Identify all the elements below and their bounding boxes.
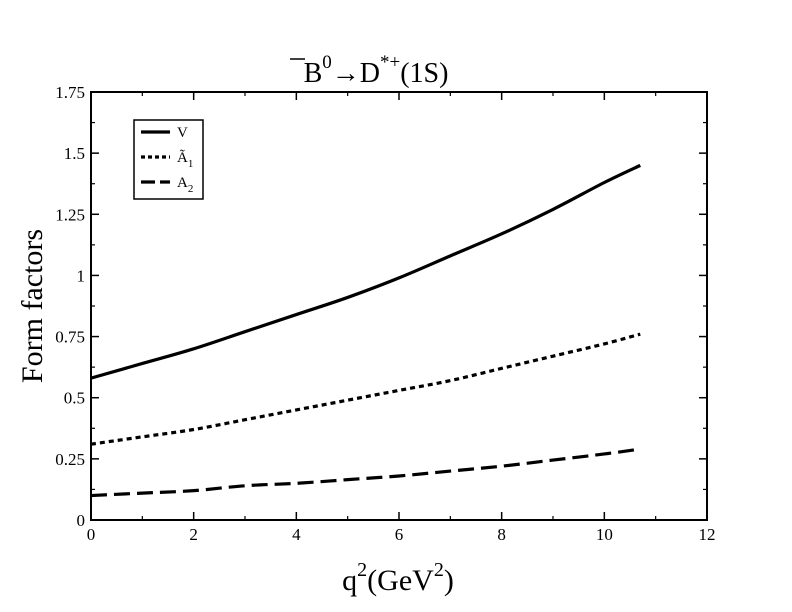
plot-frame [90,91,708,521]
y-tick-label: 1 [77,266,86,285]
x-tick-label: 4 [292,525,301,544]
title-particle-sup: 0 [322,52,332,73]
x-tick-label: 6 [395,525,404,544]
x-label-unit-close: ) [444,564,454,597]
x-label-q: q [342,564,357,597]
legend-label-sub: 2 [188,183,194,195]
x-label-unit-open: (GeV [367,564,434,597]
x-tick-label: 0 [87,525,96,544]
y-tick-label: 0.75 [55,328,85,347]
title-meson: D [360,58,380,89]
legend-label-0: V [177,125,188,141]
series-line-1 [90,332,641,446]
x-axis-label: q2(GeV2) [342,559,454,597]
x-tick-label: 8 [497,525,506,544]
legend-label-main: Ã [177,150,188,166]
y-tick-label: 1.25 [55,205,85,224]
y-tick-label: 0.5 [64,389,85,408]
x-label-q-sup: 2 [357,559,367,581]
x-tick-label: 2 [189,525,198,544]
chart-title: B0→D*+(1S) [304,52,449,89]
series-line-2 [90,447,641,498]
title-arrow: → [332,58,360,89]
legend-label-main: A [177,175,188,191]
title-meson-sup: *+ [380,52,400,73]
x-label-unit-sup: 2 [434,559,444,581]
y-axis-label: Form factors [16,229,49,383]
legend-label-1: Ã1 [177,150,193,170]
legend-label-2: A2 [177,175,193,195]
y-tick-label: 0 [77,511,86,530]
y-tick-label: 1.5 [64,144,85,163]
series-group [90,163,641,498]
x-tick-label: 10 [596,525,613,544]
series-line-0 [90,163,641,380]
y-tick-label: 1.75 [55,83,85,102]
title-particle: B [304,58,323,89]
x-tick-label: 12 [699,525,716,544]
title-state: (1S) [400,58,448,89]
legend-label-main: V [177,125,188,141]
y-tick-label: 0.25 [55,450,85,469]
legend-label-sub: 1 [188,158,194,170]
